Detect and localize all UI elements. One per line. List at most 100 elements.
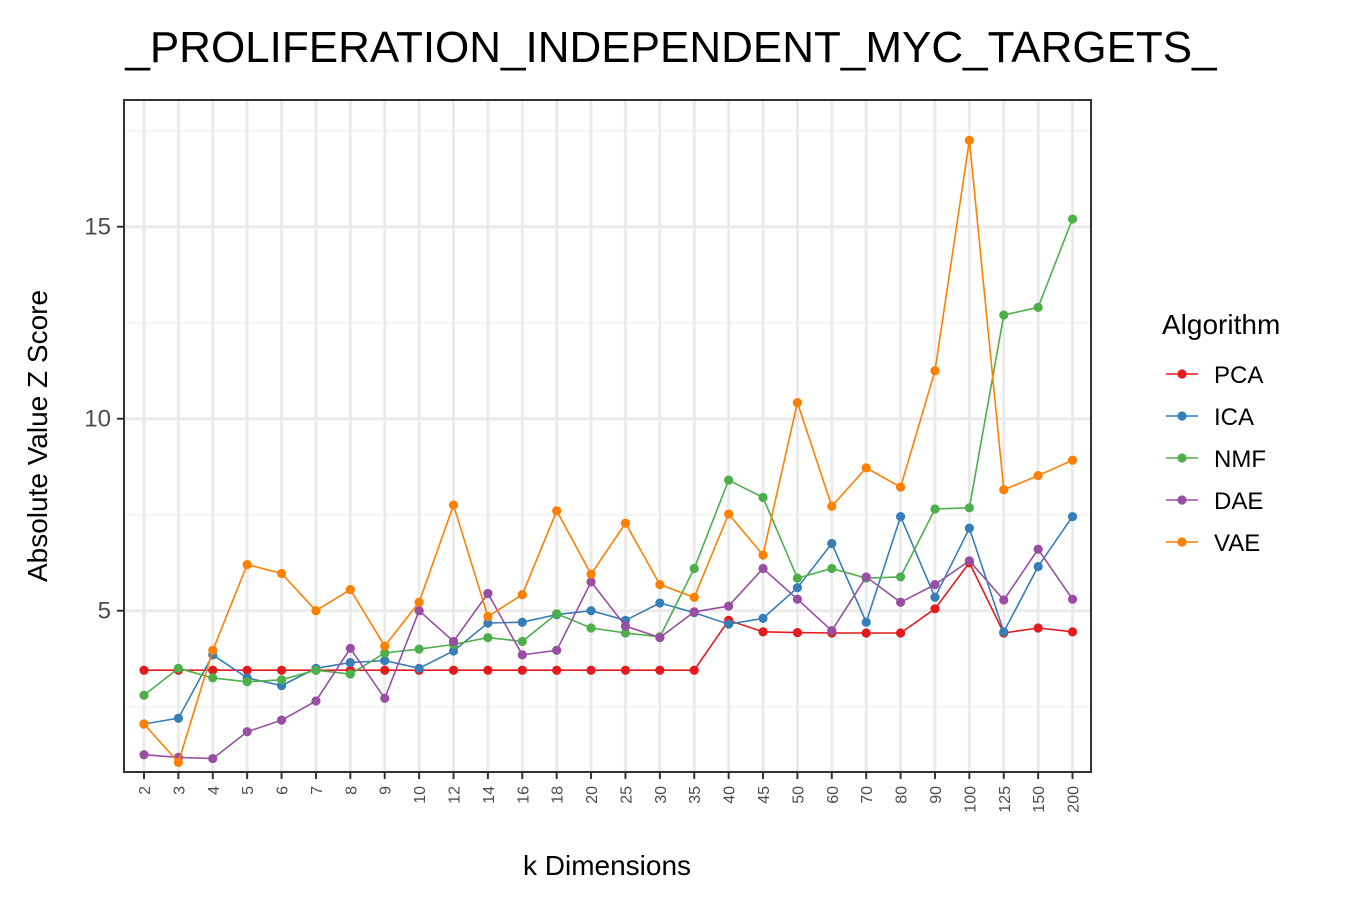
data-point (552, 506, 562, 516)
x-tick-label: 125 (997, 786, 1014, 813)
data-point (1033, 623, 1043, 633)
x-tick-label: 150 (1031, 786, 1048, 813)
y-tick-label: 15 (84, 214, 111, 241)
data-point (758, 627, 768, 637)
data-point (758, 550, 768, 560)
data-point (345, 657, 355, 668)
series-dae (139, 544, 1078, 764)
data-point (139, 690, 149, 700)
data-point (655, 580, 665, 590)
data-point (827, 538, 837, 549)
x-tick-label: 16 (515, 786, 532, 804)
data-point (689, 592, 699, 602)
data-point (827, 626, 837, 636)
data-point (655, 633, 665, 643)
data-point (448, 636, 459, 647)
data-point (586, 606, 596, 616)
data-point (380, 665, 390, 675)
data-point (620, 621, 631, 631)
data-point (1033, 561, 1043, 572)
x-tick-label: 25 (618, 786, 635, 804)
data-point (895, 572, 906, 582)
data-point (483, 588, 493, 599)
data-point (758, 613, 768, 624)
series-line-pca (144, 561, 1073, 672)
x-axis-title: k Dimensions (523, 850, 691, 881)
legend-label: PCA (1214, 362, 1263, 389)
data-point (517, 665, 527, 675)
x-tick-label: 10 (412, 786, 429, 804)
series-line-vae (143, 140, 1073, 764)
data-point (208, 753, 218, 764)
data-point (380, 656, 390, 666)
x-tick-label: 100 (962, 786, 979, 813)
data-point (1067, 594, 1078, 604)
data-point (173, 713, 183, 723)
data-point (895, 482, 906, 492)
legend-item-dae: DAE (1166, 488, 1263, 515)
series-line-nmf (143, 218, 1074, 696)
data-point (483, 633, 493, 643)
data-point (552, 665, 562, 675)
data-point (414, 606, 424, 616)
data-point (655, 598, 665, 608)
y-tick-label: 10 (84, 406, 111, 433)
x-tick-label: 6 (275, 786, 292, 795)
data-point (964, 503, 974, 513)
data-point (276, 715, 287, 725)
x-tick-label: 14 (481, 786, 498, 804)
data-point (242, 560, 252, 570)
data-point (1067, 214, 1078, 224)
data-point (380, 648, 390, 658)
x-tick-label: 20 (584, 786, 601, 804)
data-point (139, 665, 149, 675)
series-layer (139, 135, 1078, 768)
x-tick-label: 70 (859, 786, 876, 804)
x-tick-label: 200 (1066, 786, 1083, 813)
data-point (827, 501, 837, 511)
data-point (861, 463, 871, 473)
data-point (483, 618, 493, 628)
data-point (586, 569, 596, 579)
data-point (999, 310, 1009, 320)
data-point (414, 644, 424, 654)
data-point (655, 665, 665, 675)
data-point (311, 606, 321, 616)
data-point (242, 727, 252, 737)
data-point (724, 475, 734, 485)
data-point (827, 563, 837, 574)
plot-frame (123, 99, 1092, 773)
plot-background (124, 100, 1091, 772)
data-point (208, 665, 218, 675)
data-point (208, 673, 218, 683)
data-point (758, 563, 768, 574)
data-point (724, 601, 734, 611)
data-point (792, 628, 803, 638)
data-point (1067, 627, 1078, 637)
data-point (276, 675, 287, 685)
x-tick-label: 5 (240, 786, 257, 795)
x-tick-label: 8 (343, 786, 360, 795)
data-point (173, 757, 183, 768)
data-point (620, 518, 631, 528)
data-point (208, 645, 218, 655)
data-point (517, 636, 527, 647)
data-point (689, 563, 699, 574)
legend-point (1177, 537, 1187, 547)
data-point (345, 643, 355, 653)
data-point (517, 617, 527, 627)
data-point (345, 669, 355, 679)
data-point (930, 504, 940, 514)
x-tick-label: 45 (756, 786, 773, 804)
data-point (792, 397, 803, 408)
data-point (861, 628, 871, 638)
legend-label: NMF (1214, 446, 1266, 473)
data-point (380, 693, 390, 703)
data-point (448, 646, 459, 656)
data-point (861, 572, 871, 582)
legend-point (1177, 369, 1187, 379)
x-tick-label: 3 (171, 786, 188, 795)
x-tick-label: 30 (653, 786, 670, 804)
legend-item-vae: VAE (1166, 530, 1260, 557)
